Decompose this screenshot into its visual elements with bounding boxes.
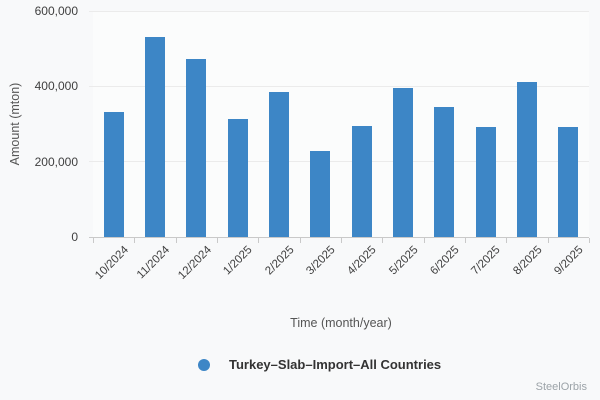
gridline xyxy=(89,85,589,87)
bar[interactable] xyxy=(145,37,165,237)
x-axis-tick xyxy=(423,238,425,243)
x-axis-category-label-text: 6/2025 xyxy=(428,244,462,278)
x-axis-tick xyxy=(341,238,342,243)
plot-background xyxy=(93,11,589,237)
x-axis-tick xyxy=(547,238,549,243)
watermark: SteelOrbis xyxy=(535,381,587,393)
bar[interactable] xyxy=(186,59,207,237)
bar[interactable] xyxy=(434,107,455,237)
x-axis-tick xyxy=(134,238,136,243)
bar[interactable] xyxy=(310,151,331,237)
x-axis-line xyxy=(89,237,589,238)
legend-label: Turkey–Slab–Import–All Countries xyxy=(229,357,442,372)
x-axis-category-label-text: 2/2025 xyxy=(263,244,297,278)
x-axis-tick xyxy=(465,238,466,243)
bar[interactable] xyxy=(558,127,579,237)
bar[interactable] xyxy=(269,92,289,237)
bar[interactable] xyxy=(103,112,124,237)
gridline xyxy=(89,161,589,163)
legend-item[interactable]: Turkey–Slab–Import–All Countries xyxy=(198,357,441,372)
x-axis-category-label-text: 1/2025 xyxy=(221,244,256,278)
bar[interactable] xyxy=(227,119,248,237)
x-axis-category-label-text: 10/2024 xyxy=(93,244,132,282)
bar[interactable] xyxy=(351,126,372,237)
x-axis-tick xyxy=(175,238,177,243)
x-axis-category-label-text: 8/2025 xyxy=(511,244,545,278)
x-axis-category-label-text: 7/2025 xyxy=(469,244,504,278)
x-axis-category-label-text: 3/2025 xyxy=(304,244,338,278)
x-axis-tick xyxy=(589,238,590,243)
x-axis-category-label-text: 5/2025 xyxy=(387,244,421,278)
x-axis-tick xyxy=(217,238,218,243)
x-axis-category-label-text: 9/2025 xyxy=(552,244,586,278)
gridline xyxy=(89,10,589,12)
y-axis-tick-label: 600,000 xyxy=(34,4,78,18)
x-axis-tick xyxy=(93,238,94,243)
x-axis-category-label-text: 11/2024 xyxy=(135,244,173,282)
x-axis-tick xyxy=(506,238,508,243)
x-axis-category-label-text: 12/2024 xyxy=(175,244,214,282)
x-axis-tick xyxy=(299,238,301,243)
y-axis-title: Amount (mton) xyxy=(8,82,22,166)
y-axis-tick-label: 200,000 xyxy=(34,154,78,169)
y-axis-tick-label: 400,000 xyxy=(34,79,78,94)
x-axis-category-label-text: 4/2025 xyxy=(345,244,380,278)
legend-marker-icon xyxy=(198,358,210,371)
x-axis-tick xyxy=(258,238,260,243)
bar[interactable] xyxy=(517,82,537,237)
x-axis-title: Time (month/year) xyxy=(290,316,392,330)
bar[interactable] xyxy=(393,88,413,237)
y-axis-tick-label: 0 xyxy=(71,230,78,244)
bar[interactable] xyxy=(475,127,496,237)
x-axis-tick xyxy=(382,238,384,243)
